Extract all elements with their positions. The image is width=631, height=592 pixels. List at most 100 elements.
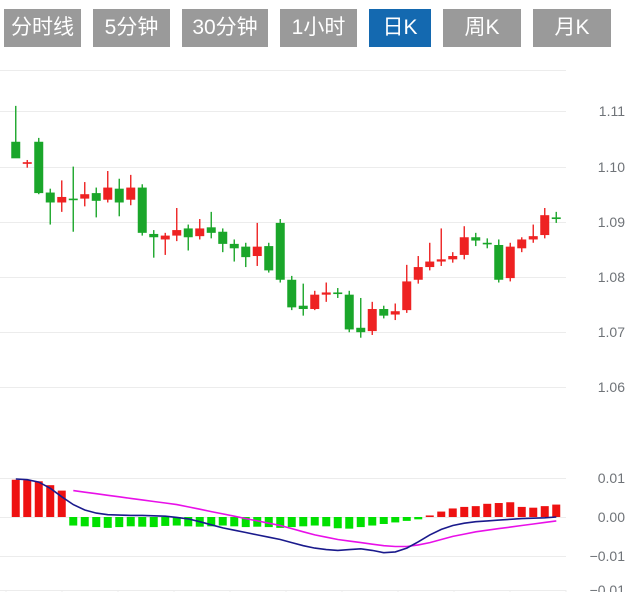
- candle-body: [11, 141, 21, 159]
- macd-histogram-bar: [115, 517, 124, 528]
- macd-histogram-bar: [172, 517, 181, 526]
- macd-histogram-bar: [310, 517, 319, 526]
- macd-histogram-bar: [80, 517, 89, 527]
- candle-body: [103, 187, 113, 200]
- price-axis-tick-label: 1.10: [597, 158, 625, 175]
- candle-body: [321, 292, 331, 295]
- macd-histogram-bar: [494, 503, 503, 517]
- candle-body: [459, 237, 469, 255]
- macd-histogram-bar: [207, 517, 216, 527]
- price-chart-panel[interactable]: 1.11 1.10 1.09 1.08 1.07 1.06: [0, 55, 631, 430]
- macd-histogram-bar: [287, 517, 296, 528]
- candle-body: [425, 261, 435, 268]
- macd-series: [5, 478, 567, 592]
- macd-histogram-bar: [126, 517, 135, 527]
- candle-body: [287, 279, 297, 308]
- macd-histogram-bar: [264, 517, 273, 528]
- macd-gridline: [0, 555, 566, 557]
- candle-body: [436, 259, 446, 262]
- macd-histogram-bar: [34, 481, 43, 517]
- candle-body: [218, 231, 228, 244]
- candle-body: [298, 305, 308, 310]
- macd-histogram-bar: [471, 506, 480, 517]
- candle-body: [551, 217, 561, 220]
- candle-body: [137, 187, 147, 233]
- candle-body: [57, 196, 67, 203]
- timeframe-tab-4[interactable]: 日K: [369, 9, 431, 47]
- candlestick-series: [11, 105, 561, 338]
- macd-gridline: [0, 590, 566, 591]
- candle-body: [448, 256, 458, 260]
- macd-histogram-bar: [506, 502, 515, 517]
- macd-histogram-bar: [356, 517, 365, 528]
- macd-indicator-panel[interactable]: 0.01 0.00 −0.01 −0.01: [0, 440, 631, 592]
- macd-axis-tick-label: 0.01: [597, 470, 625, 487]
- macd-histogram-bar: [184, 517, 193, 527]
- macd-histogram-bar: [460, 506, 469, 517]
- macd-histogram-bar: [322, 517, 331, 527]
- timeframe-tab-6[interactable]: 月K: [533, 9, 611, 47]
- candle-body: [517, 239, 527, 249]
- candle-body: [80, 194, 90, 199]
- candle-body: [413, 267, 423, 280]
- candle-body: [379, 309, 389, 316]
- macd-gridline: [0, 478, 566, 480]
- macd-histogram-bar: [149, 517, 158, 528]
- macd-histogram-bar: [483, 503, 492, 517]
- price-axis-tick-label: 1.06: [597, 379, 625, 396]
- timeframe-tab-0[interactable]: 分时线: [4, 9, 81, 47]
- price-gridline: [0, 332, 566, 334]
- macd-histogram-bar: [138, 517, 147, 527]
- candle-body: [471, 237, 481, 241]
- price-gridline: [0, 166, 566, 168]
- macd-axis-tick-label: 0.00: [597, 509, 625, 525]
- price-gridline: [0, 221, 566, 223]
- candle-body: [160, 235, 170, 240]
- candle-body: [195, 228, 205, 237]
- macd-histogram-bar: [368, 517, 377, 526]
- macd-histogram-bar: [92, 517, 101, 528]
- candle-body: [264, 246, 274, 271]
- price-axis-tick-label: 1.07: [597, 324, 625, 341]
- candle-body: [333, 292, 343, 295]
- candle-body: [540, 215, 550, 236]
- candle-body: [206, 227, 216, 233]
- macd-axis-tick-label: −0.01: [589, 547, 625, 564]
- macd-histogram-bar: [241, 517, 250, 528]
- macd-histogram-bar: [253, 517, 262, 527]
- macd-histogram-bar: [23, 480, 32, 517]
- candle-body: [91, 193, 101, 201]
- macd-histogram-bar: [517, 506, 526, 517]
- candle-body: [45, 192, 55, 203]
- candle-body: [183, 228, 193, 238]
- macd-histogram-bar: [276, 517, 285, 528]
- timeframe-tab-bar: 分时线 5分钟 30分钟 1小时 日K 周K 月K: [0, 0, 631, 55]
- macd-histogram-bar: [402, 517, 411, 521]
- candle-body: [149, 233, 159, 238]
- timeframe-tab-3[interactable]: 1小时: [280, 9, 357, 47]
- price-axis-tick-label: 1.09: [597, 213, 625, 230]
- macd-histogram-bar: [299, 517, 308, 527]
- candle-body: [275, 222, 285, 280]
- macd-histogram-bar: [333, 517, 342, 529]
- macd-dea-line: [73, 489, 557, 548]
- macd-histogram-bar: [425, 515, 434, 517]
- macd-histogram-bar: [161, 517, 170, 526]
- candle-body: [356, 327, 366, 333]
- macd-histogram-bar: [379, 517, 388, 524]
- price-axis-tick-label: 1.08: [597, 269, 625, 285]
- timeframe-tab-5[interactable]: 周K: [443, 9, 521, 47]
- macd-histogram-bar: [345, 517, 354, 529]
- macd-histogram-bar: [69, 517, 78, 526]
- timeframe-tab-1[interactable]: 5分钟: [93, 9, 170, 47]
- candle-body: [241, 246, 251, 258]
- candle-body: [344, 294, 354, 330]
- timeframe-tab-2[interactable]: 30分钟: [182, 9, 268, 47]
- candle-body: [252, 246, 262, 257]
- macd-histogram-bar: [391, 517, 400, 523]
- macd-histogram-bar: [46, 485, 55, 517]
- macd-axis-tick-label: −0.01: [589, 582, 625, 592]
- candle-body: [34, 141, 44, 194]
- macd-histogram-bar: [540, 506, 549, 517]
